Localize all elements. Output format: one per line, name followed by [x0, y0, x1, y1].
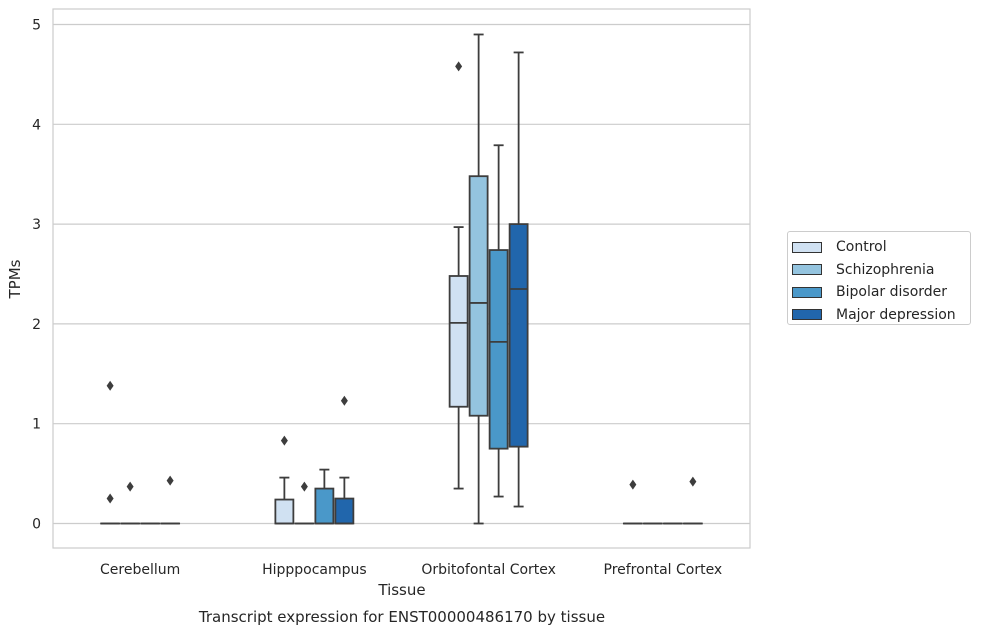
box [468, 175, 489, 417]
box-group [468, 33, 489, 525]
outlier-point [106, 493, 114, 504]
legend-label: Bipolar disorder [836, 284, 948, 301]
box-group [120, 481, 141, 525]
box-group [622, 479, 643, 525]
box [448, 275, 469, 408]
legend-swatch [792, 309, 822, 321]
legend-swatch [792, 264, 822, 276]
box-group [294, 481, 315, 525]
box-group [334, 395, 355, 525]
y-tick-label: 4 [32, 117, 41, 133]
outlier-point [455, 61, 463, 72]
y-axis-label: TPMs [6, 259, 24, 299]
box [334, 497, 355, 525]
outlier-point [166, 475, 174, 486]
legend: Control Schizophrenia Bipolar disorder Majo… [787, 231, 971, 325]
box-group [682, 476, 703, 525]
legend-item: Schizophrenia [792, 259, 970, 282]
outlier-point [300, 481, 308, 492]
box [488, 249, 509, 450]
legend-label: Control [836, 239, 887, 256]
y-tick-label: 1 [32, 417, 41, 433]
y-tick-label: 3 [32, 217, 41, 233]
outlier-point [126, 481, 134, 492]
box-group [160, 475, 181, 525]
x-tick-label: Prefrontal Cortex [604, 562, 723, 578]
box-group [508, 51, 529, 508]
outlier-point [629, 479, 637, 490]
x-tick-label: Cerebellum [100, 562, 180, 578]
legend-label: Schizophrenia [836, 261, 935, 278]
y-tick-label: 5 [32, 18, 41, 34]
legend-item: Bipolar disorder [792, 281, 970, 304]
x-axis-label: Tissue [377, 581, 425, 599]
box [508, 223, 529, 448]
box-group [274, 435, 295, 525]
outlier-point [340, 395, 348, 406]
x-tick-labels: Cerebellum Hipppocampus Orbitofontal Corte… [100, 562, 722, 578]
box-group [314, 468, 335, 525]
outlier-point [106, 380, 114, 391]
plot-frame [52, 8, 751, 549]
legend-item: Major depression [792, 304, 970, 327]
box-group [488, 144, 509, 498]
x-tick-label: Orbitofontal Cortex [421, 562, 556, 578]
x-tick-label: Hipppocampus [262, 562, 367, 578]
legend-label: Major depression [836, 306, 956, 323]
box [274, 498, 295, 525]
outlier-point [689, 476, 697, 487]
legend-swatch [792, 286, 822, 298]
box-group [100, 380, 121, 525]
y-tick-labels: 0 1 2 3 4 5 [32, 18, 41, 533]
box-group [448, 61, 469, 490]
y-tick-label: 2 [32, 317, 41, 333]
legend-swatch [792, 241, 822, 253]
y-tick-label: 0 [32, 517, 41, 533]
chart-caption: Transcript expression for ENST0000048617… [198, 608, 605, 626]
legend-item: Control [792, 236, 970, 259]
box-layer [100, 33, 703, 525]
box [314, 487, 335, 525]
outlier-point [280, 435, 288, 446]
